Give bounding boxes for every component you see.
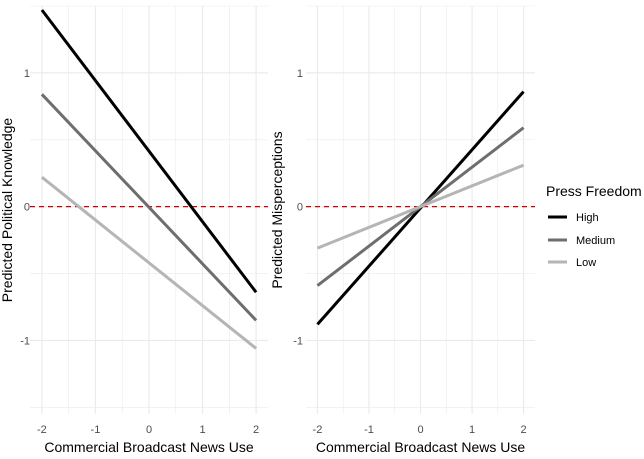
legend-label-medium: Medium [576,235,615,247]
x-tick-label: 2 [520,424,526,436]
series-line-high [40,9,258,294]
x-tick-label: -1 [91,424,101,436]
y-tick-label: 1 [297,68,303,80]
legend-label-low: Low [576,257,596,269]
legend-label-high: High [576,212,599,224]
x-tick-label: 0 [146,424,152,436]
series-line-medium [40,93,258,322]
y-tick-label: -1 [20,335,30,347]
x-tick-label: 1 [469,424,475,436]
panel-right: -2 -1 0 1 2 -1 0 1 Commercial Broadcast News Use… [269,5,535,455]
x-tick-label: -2 [313,424,323,436]
series-line-low [316,163,525,250]
x-tick-label: 1 [199,424,205,436]
y-tick-label: -1 [293,335,303,347]
x-tick-label: -2 [37,424,47,436]
legend-title: Press Freedom [546,183,642,199]
x-tick-label: -1 [364,424,374,436]
x-tick-label: 0 [417,424,423,436]
panel-left: -2 -1 0 1 2 -1 0 1 Commercial Broadcast News Use… [0,5,268,455]
y-axis-title: Predicted Political Knowledge [0,118,15,303]
legend: Press Freedom High Medium Low [546,183,642,269]
y-tick-label: 1 [24,68,30,80]
y-tick-label: 0 [297,202,303,214]
series-line-low [40,176,258,350]
y-tick-label: 0 [24,202,30,214]
x-tick-label: 2 [253,424,259,436]
y-axis-title: Predicted Misperceptions [269,131,285,288]
x-axis-title: Commercial Broadcast News Use [316,439,525,454]
x-axis-title: Commercial Broadcast News Use [44,439,253,454]
